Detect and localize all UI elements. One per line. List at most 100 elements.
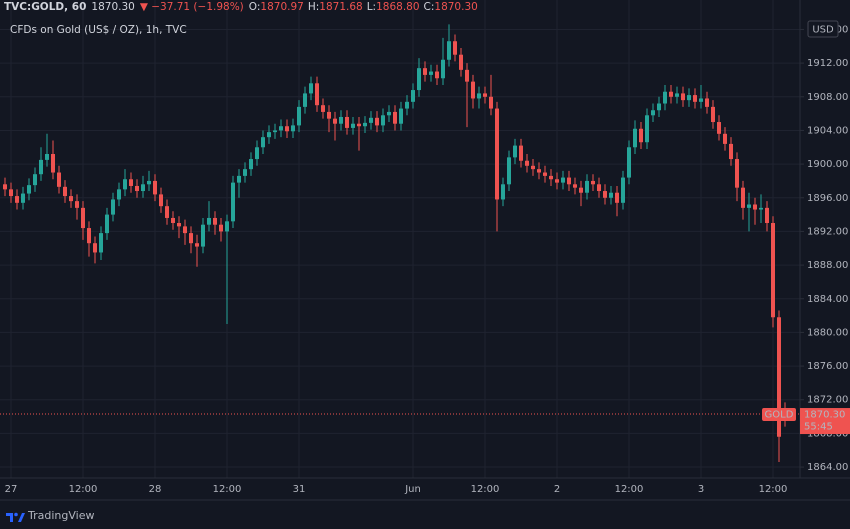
x-tick-label: 28	[149, 484, 162, 495]
candle-body	[759, 207, 763, 210]
candle-body	[465, 69, 469, 82]
y-tick-label: 1896.00	[807, 193, 848, 204]
candle-body	[771, 223, 775, 318]
candle-body	[579, 187, 583, 193]
candle-body	[87, 228, 91, 244]
candle-body	[243, 169, 247, 176]
last-price: 1870.30	[91, 1, 134, 13]
candle-body	[429, 71, 433, 75]
candle-body	[63, 186, 67, 197]
candle-body	[345, 116, 349, 128]
candle-body	[453, 41, 457, 55]
candle-body	[249, 159, 253, 170]
candle-body	[723, 133, 727, 144]
candle-body	[621, 177, 625, 203]
candle-body	[171, 217, 175, 224]
candle-body	[225, 221, 229, 232]
candle-body	[705, 98, 709, 107]
candle-body	[261, 137, 265, 148]
y-tick-label: 1888.00	[807, 260, 848, 271]
candle-body	[765, 207, 769, 224]
candle-body	[147, 180, 151, 185]
candle-body	[27, 185, 31, 194]
symbol: TVC:GOLD, 60	[4, 1, 86, 13]
candle-body	[165, 206, 169, 218]
candle-body	[585, 180, 589, 193]
candle-body	[339, 116, 343, 124]
candle-body	[531, 165, 535, 170]
candle-body	[507, 157, 511, 185]
y-tick-label: 1908.00	[807, 92, 848, 103]
candle-body	[393, 111, 397, 124]
candle-body	[285, 126, 289, 132]
candle-body	[729, 143, 733, 160]
candle-body	[471, 81, 475, 99]
candle-body	[711, 106, 715, 123]
candle-body	[543, 172, 547, 176]
open-label: O:	[249, 1, 261, 13]
candle-body	[477, 93, 481, 99]
candle-body	[321, 105, 325, 112]
y-tick-label: 1880.00	[807, 327, 848, 338]
countdown: 55:45	[804, 422, 833, 433]
candle-body	[21, 193, 25, 203]
candle-body	[747, 204, 751, 208]
candle-body	[675, 93, 679, 97]
candle-body	[279, 126, 283, 131]
candle-body	[75, 201, 79, 208]
candle-body	[201, 224, 205, 247]
candle-body	[207, 217, 211, 225]
x-tick-label: Jun	[404, 484, 421, 495]
open-value: 1870.97	[260, 1, 303, 13]
candle-body	[663, 91, 667, 104]
price-tag: 1870.30	[804, 410, 845, 421]
candle-body	[111, 199, 115, 215]
candle-body	[651, 110, 655, 116]
candle-body	[447, 41, 451, 60]
y-tick-label: 1876.00	[807, 361, 848, 372]
close-label: C:	[424, 1, 435, 13]
candle-body	[441, 59, 445, 79]
y-tick-label: 1872.00	[807, 395, 848, 406]
candle-body	[753, 204, 757, 210]
candle-body	[105, 214, 109, 234]
y-tick-label: 1900.00	[807, 159, 848, 170]
x-tick-label: 12:00	[213, 484, 242, 495]
candle-body	[363, 122, 367, 127]
legend-line: TVC:GOLD, 60 1870.30 ▼ −37.71 (−1.98%) O:18…	[4, 1, 478, 13]
x-tick-label: 12:00	[759, 484, 788, 495]
candle-body	[159, 194, 163, 207]
brand-name: TradingView	[27, 509, 94, 522]
candle-body	[369, 117, 373, 123]
candle-body	[501, 184, 505, 200]
candle-body	[15, 196, 19, 203]
candle-body	[333, 118, 337, 124]
y-tick-label: 1884.00	[807, 294, 848, 305]
candle-body	[555, 179, 559, 183]
candle-body	[177, 223, 181, 227]
candle-body	[603, 191, 607, 198]
candle-body	[381, 115, 385, 126]
candle-body	[99, 233, 103, 253]
candle-body	[423, 68, 427, 75]
chart-title: CFDs on Gold (US$ / OZ), 1h, TVC	[10, 24, 187, 36]
unit-box[interactable]	[807, 20, 839, 38]
y-tick-label: 1904.00	[807, 125, 848, 136]
candle-body	[735, 159, 739, 188]
candle-body	[777, 317, 781, 437]
x-tick-label: 12:00	[471, 484, 500, 495]
y-tick-label: 1864.00	[807, 462, 848, 473]
candle-body	[297, 106, 301, 126]
candle-body	[117, 189, 121, 200]
candle-body	[525, 160, 529, 166]
change: ▼ −37.71 (−1.98%)	[140, 1, 244, 13]
candle-body	[9, 189, 13, 197]
x-tick-label: 2	[554, 484, 560, 495]
candle-body	[189, 233, 193, 244]
candle-body	[687, 95, 691, 101]
candle-body	[681, 93, 685, 101]
candle-body	[495, 108, 499, 200]
candle-body	[669, 91, 673, 97]
candle-body	[303, 93, 307, 107]
